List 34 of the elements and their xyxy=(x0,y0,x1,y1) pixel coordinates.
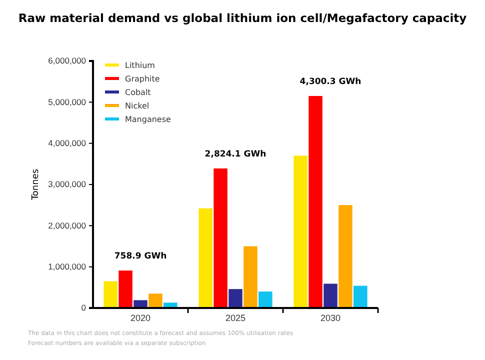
bar xyxy=(228,289,242,308)
y-tick-label: 0 xyxy=(81,302,86,313)
y-tick-label: 4,000,000 xyxy=(48,138,86,148)
bar xyxy=(104,281,118,308)
legend-label: Nickel xyxy=(125,102,150,110)
bar xyxy=(198,208,212,308)
bar xyxy=(324,284,338,308)
legend-label: Graphite xyxy=(125,74,160,84)
annotation: 4,300.3 GWh xyxy=(300,76,362,87)
x-tick-label: 2025 xyxy=(225,313,246,323)
bar xyxy=(118,270,132,308)
chart-title: Raw material demand vs global lithium ion cell/Megafactory capacity xyxy=(18,11,468,25)
y-tick-label: 6,000,000 xyxy=(48,56,86,66)
y-axis-title: Tonnes xyxy=(31,168,41,202)
y-tick-label: 1,000,000 xyxy=(48,262,86,272)
annotation: 758.9 GWh xyxy=(114,252,167,262)
bar xyxy=(258,292,272,308)
annotation: 2,824.1 GWh xyxy=(204,149,266,160)
x-tick-label: 2020 xyxy=(130,313,151,323)
legend-label: Cobalt xyxy=(125,88,151,97)
bar xyxy=(214,168,228,308)
y-tick-label: 2,000,000 xyxy=(48,220,86,230)
legend-label: Manganese xyxy=(125,115,172,124)
bar xyxy=(148,294,162,308)
bar xyxy=(338,205,352,308)
bar xyxy=(308,96,322,308)
y-tick-label: 3,000,000 xyxy=(48,179,86,190)
bar xyxy=(294,156,308,308)
legend-label: Lithium xyxy=(125,61,156,70)
bar xyxy=(134,300,148,308)
x-tick-label: 2030 xyxy=(320,313,341,323)
bar xyxy=(354,286,368,308)
y-tick-label: 5,000,000 xyxy=(48,96,86,107)
bar xyxy=(244,246,258,308)
